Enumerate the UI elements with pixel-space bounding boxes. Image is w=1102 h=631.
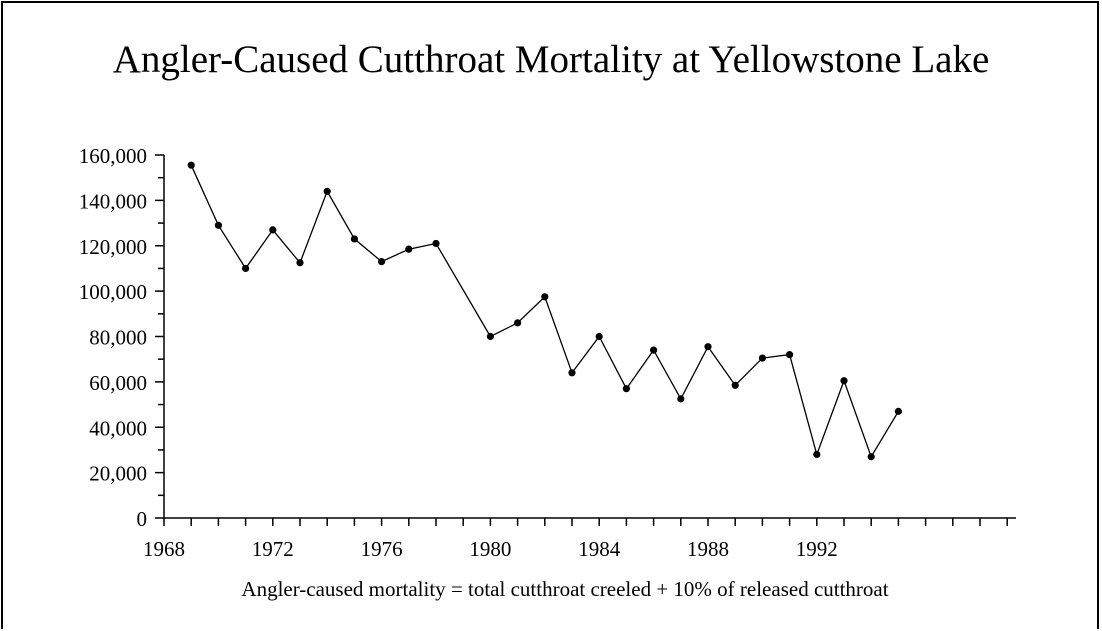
y-tick-label: 0 [137,507,148,531]
y-tick-label: 140,000 [79,189,147,213]
data-point [650,346,658,354]
y-tick-label: 40,000 [89,416,147,440]
data-point [786,351,794,359]
data-point [894,407,903,415]
data-point [541,293,549,301]
data-point [568,369,576,377]
y-tick-label: 100,000 [79,280,147,304]
data-point [214,221,222,229]
x-tick-label: 1992 [796,537,838,561]
data-point [350,235,358,243]
data-point [514,319,522,327]
data-point [840,377,848,385]
x-tick-label: 1980 [469,537,511,561]
data-point [731,381,739,389]
data-point [296,259,304,267]
data-point [378,258,386,266]
x-axis-caption: Angler-caused mortality = total cutthroa… [241,577,888,601]
y-tick-label: 20,000 [89,462,147,486]
y-tick-label: 160,000 [79,144,147,168]
x-tick-label: 1976 [361,537,403,561]
data-point [758,354,767,362]
y-tick-label: 120,000 [79,235,147,259]
data-point [242,264,250,273]
x-tick-label: 1988 [687,537,729,561]
data-point [813,450,821,459]
series-line [190,164,899,459]
y-tick-label: 80,000 [89,326,147,350]
data-point [704,343,712,351]
data-point [187,161,195,169]
data-point [486,332,494,341]
data-point [595,332,603,341]
chart-title: Angler-Caused Cutthroat Mortality at Yel… [112,38,990,81]
x-tick-label: 1968 [143,537,185,561]
x-tick-label: 1984 [578,537,621,561]
data-point [269,226,277,234]
data-point [323,187,331,195]
y-tick-label: 60,000 [89,371,147,395]
data-point [867,453,875,461]
x-tick-label: 1972 [252,537,294,561]
data-point [677,395,685,403]
data-point [432,239,440,248]
data-point [622,385,631,393]
data-point [405,245,413,253]
